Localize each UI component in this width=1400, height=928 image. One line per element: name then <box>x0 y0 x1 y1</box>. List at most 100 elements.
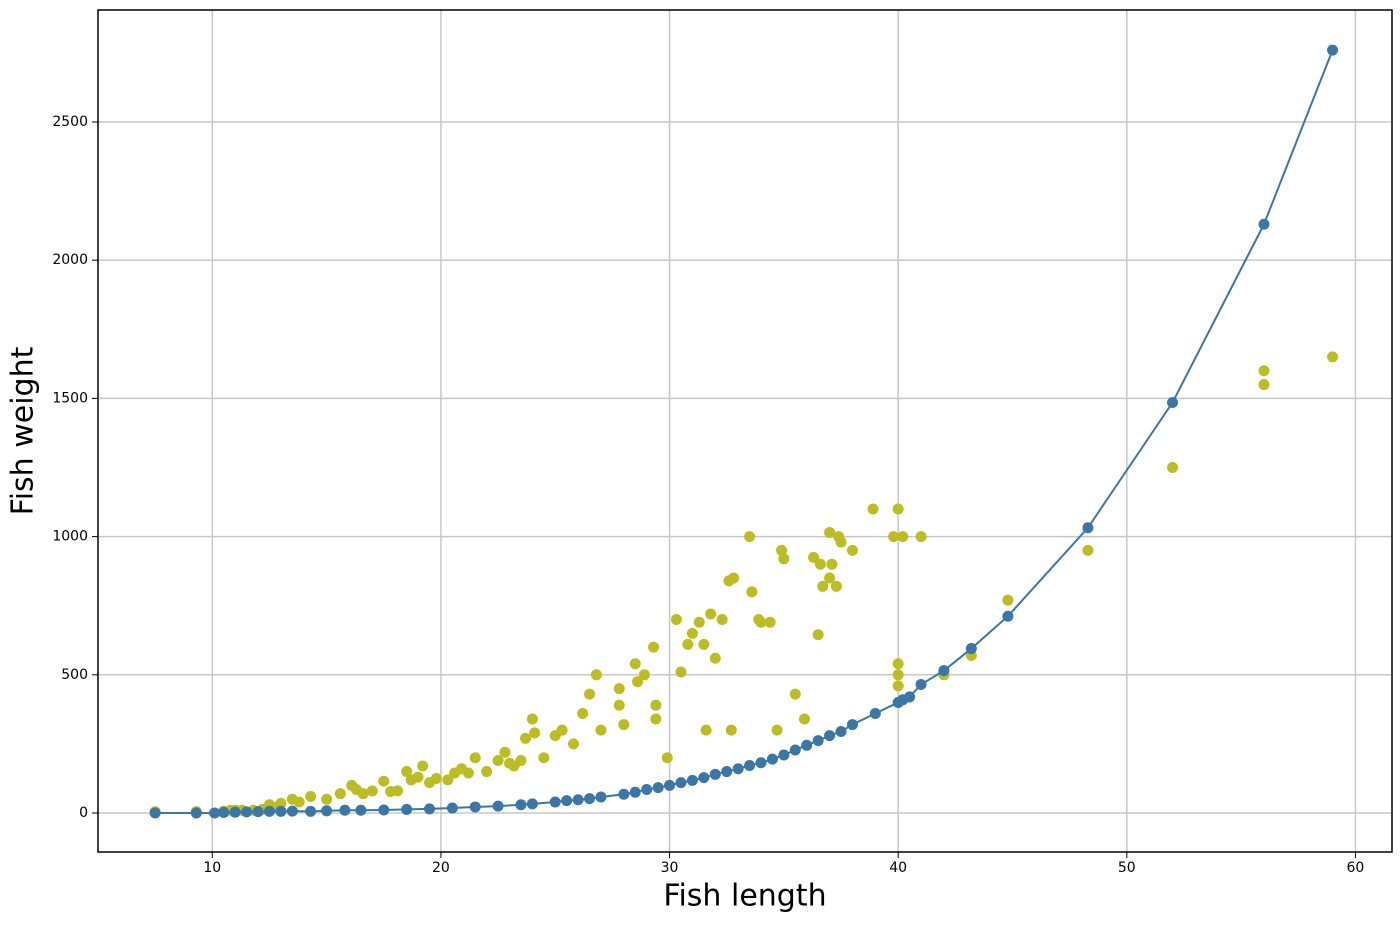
point <box>590 669 602 681</box>
point <box>568 738 580 750</box>
point <box>892 680 904 692</box>
point <box>595 791 607 803</box>
point <box>817 580 829 592</box>
point <box>515 799 527 811</box>
point <box>915 678 927 690</box>
point <box>869 708 881 720</box>
point <box>417 760 429 772</box>
point <box>632 676 644 688</box>
point <box>584 688 596 700</box>
point <box>209 807 221 819</box>
point <box>764 616 776 628</box>
point <box>641 784 653 796</box>
point <box>229 806 241 818</box>
point <box>412 771 424 783</box>
point <box>675 666 687 678</box>
y-tick-label: 0 <box>79 805 88 821</box>
point <box>218 806 230 818</box>
point <box>638 669 650 681</box>
y-tick-label: 2500 <box>52 114 88 130</box>
point <box>1002 594 1014 606</box>
x-tick-label: 30 <box>661 860 679 876</box>
point <box>1167 461 1179 473</box>
point <box>481 766 493 778</box>
point <box>664 779 676 791</box>
point <box>755 757 767 769</box>
point <box>744 759 756 771</box>
point <box>801 739 813 751</box>
point <box>650 713 662 725</box>
point <box>286 805 298 817</box>
point <box>529 727 541 739</box>
point <box>835 536 847 548</box>
y-tick-label: 500 <box>61 667 88 683</box>
point <box>378 775 390 787</box>
point <box>618 788 630 800</box>
point <box>499 746 511 758</box>
point <box>709 652 721 664</box>
x-tick-label: 50 <box>1118 860 1136 876</box>
point <box>686 627 698 639</box>
point <box>526 713 538 725</box>
point <box>755 616 767 628</box>
point <box>629 786 641 798</box>
point <box>469 752 481 764</box>
point <box>401 766 413 778</box>
point <box>629 658 641 670</box>
point <box>812 735 824 747</box>
point <box>771 724 783 736</box>
point <box>492 800 504 812</box>
point <box>1258 379 1270 391</box>
point <box>339 804 351 816</box>
point <box>1327 351 1339 363</box>
point <box>321 793 333 805</box>
point <box>698 638 710 650</box>
point <box>846 544 858 556</box>
point <box>778 749 790 761</box>
point <box>613 699 625 711</box>
point <box>888 531 900 543</box>
point <box>190 807 202 819</box>
point <box>1258 218 1270 230</box>
point <box>709 768 721 780</box>
point <box>442 774 454 786</box>
plot-frame <box>97 9 1393 853</box>
point <box>275 805 287 817</box>
y-tick-label: 1500 <box>52 390 88 406</box>
point <box>241 806 253 818</box>
point <box>1258 365 1270 377</box>
point <box>867 503 879 515</box>
point <box>700 724 712 736</box>
point <box>355 804 367 816</box>
point <box>732 763 744 775</box>
point <box>430 772 442 784</box>
point <box>721 766 733 778</box>
x-tick-label: 60 <box>1347 860 1365 876</box>
point <box>904 691 916 703</box>
point <box>776 544 788 556</box>
point <box>1002 610 1014 622</box>
point <box>808 551 820 563</box>
y-tick-label: 1000 <box>52 529 88 545</box>
point <box>728 572 740 584</box>
point <box>682 638 694 650</box>
point <box>812 629 824 641</box>
x-tick-label: 20 <box>432 860 450 876</box>
point <box>1082 522 1094 534</box>
point <box>520 732 532 744</box>
point <box>798 713 810 725</box>
point <box>938 665 950 677</box>
point <box>305 805 317 817</box>
point <box>744 531 756 543</box>
point <box>526 798 538 810</box>
x-axis-label: Fish length <box>663 879 826 914</box>
point <box>1327 44 1339 56</box>
point <box>698 772 710 784</box>
point <box>675 777 687 789</box>
point <box>446 802 458 814</box>
point <box>378 804 390 816</box>
point <box>814 558 826 570</box>
point <box>305 790 317 802</box>
point <box>293 796 305 808</box>
